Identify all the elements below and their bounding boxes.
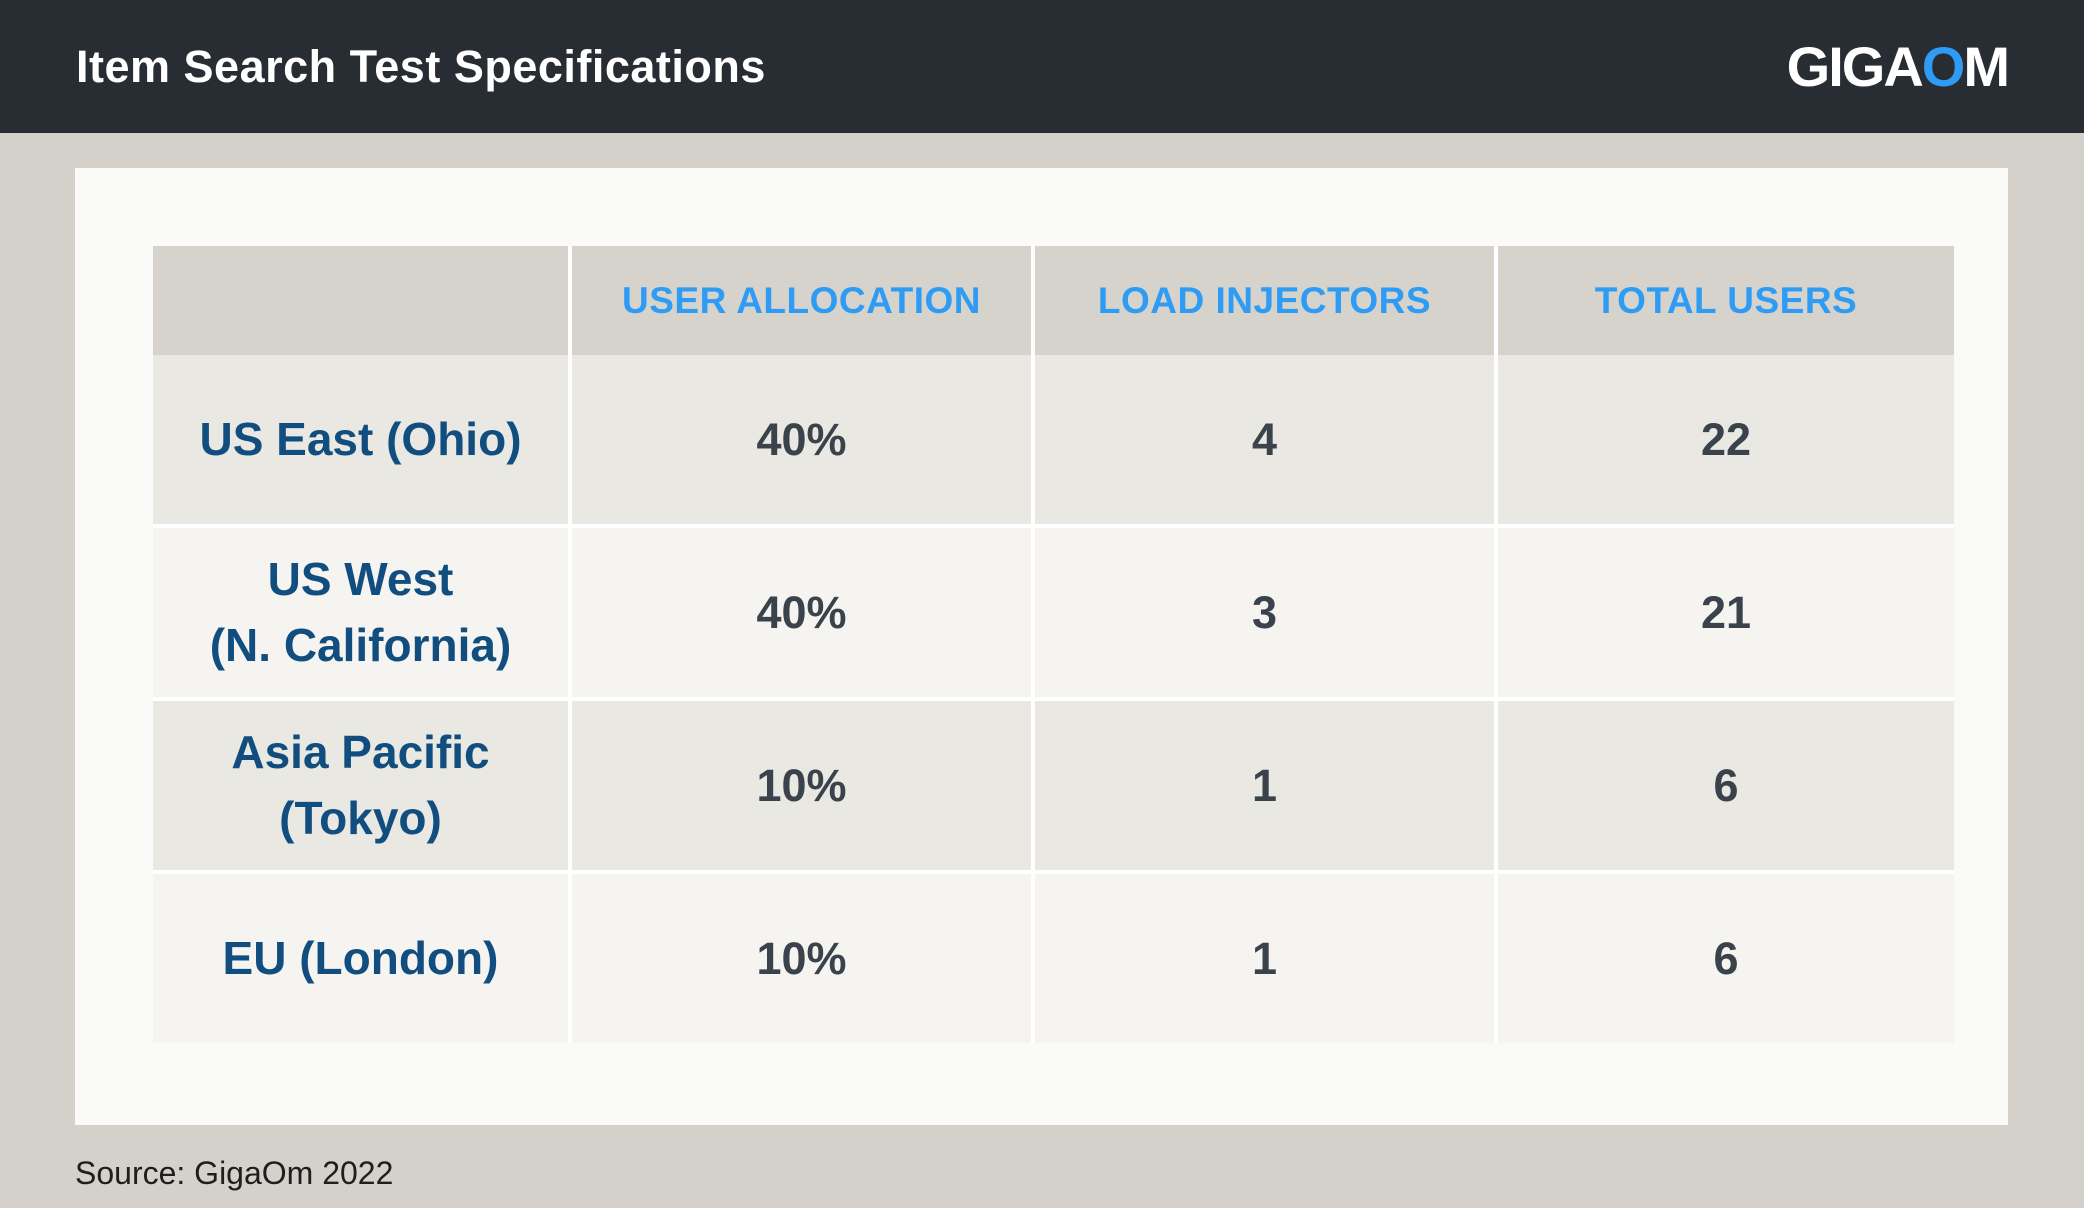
region-label: EU (London) — [153, 874, 568, 1043]
table-row: EU (London) 10% 1 6 — [153, 874, 1954, 1043]
region-label: US West (N. California) — [153, 528, 568, 697]
load-injectors-value: 1 — [1035, 701, 1494, 870]
table-row: Asia Pacific (Tokyo) 10% 1 6 — [153, 701, 1954, 870]
user-allocation-value: 40% — [572, 528, 1031, 697]
table-body: US East (Ohio) 40% 4 22 US West (N. Cali… — [153, 355, 1954, 1043]
spec-table: USER ALLOCATION LOAD INJECTORS TOTAL USE… — [153, 246, 1954, 1043]
region-label: US East (Ohio) — [153, 355, 568, 524]
gigaom-logo: GIGAOM — [1786, 34, 2010, 99]
table-header-row: USER ALLOCATION LOAD INJECTORS TOTAL USE… — [153, 246, 1954, 355]
column-header-blank — [153, 246, 568, 355]
total-users-value: 22 — [1498, 355, 1954, 524]
logo-o-mark: O — [1921, 35, 1966, 98]
source-note: Source: GigaOm 2022 — [75, 1155, 394, 1191]
load-injectors-value: 1 — [1035, 874, 1494, 1043]
table-row: US West (N. California) 40% 3 21 — [153, 528, 1954, 697]
user-allocation-value: 10% — [572, 701, 1031, 870]
total-users-value: 6 — [1498, 874, 1954, 1043]
user-allocation-value: 40% — [572, 355, 1031, 524]
region-label: Asia Pacific (Tokyo) — [153, 701, 568, 870]
logo-text-giga: GIGA — [1786, 35, 1924, 98]
load-injectors-value: 4 — [1035, 355, 1494, 524]
user-allocation-value: 10% — [572, 874, 1031, 1043]
logo-text-m: M — [1963, 35, 2010, 98]
load-injectors-value: 3 — [1035, 528, 1494, 697]
column-header-load-injectors: LOAD INJECTORS — [1035, 246, 1494, 355]
total-users-value: 21 — [1498, 528, 1954, 697]
content-panel: USER ALLOCATION LOAD INJECTORS TOTAL USE… — [75, 168, 2008, 1125]
table-row: US East (Ohio) 40% 4 22 — [153, 355, 1954, 524]
column-header-total-users: TOTAL USERS — [1498, 246, 1954, 355]
total-users-value: 6 — [1498, 701, 1954, 870]
page-title: Item Search Test Specifications — [76, 40, 766, 92]
column-header-user-allocation: USER ALLOCATION — [572, 246, 1031, 355]
title-bar: Item Search Test Specifications GIGAOM — [0, 0, 2084, 133]
